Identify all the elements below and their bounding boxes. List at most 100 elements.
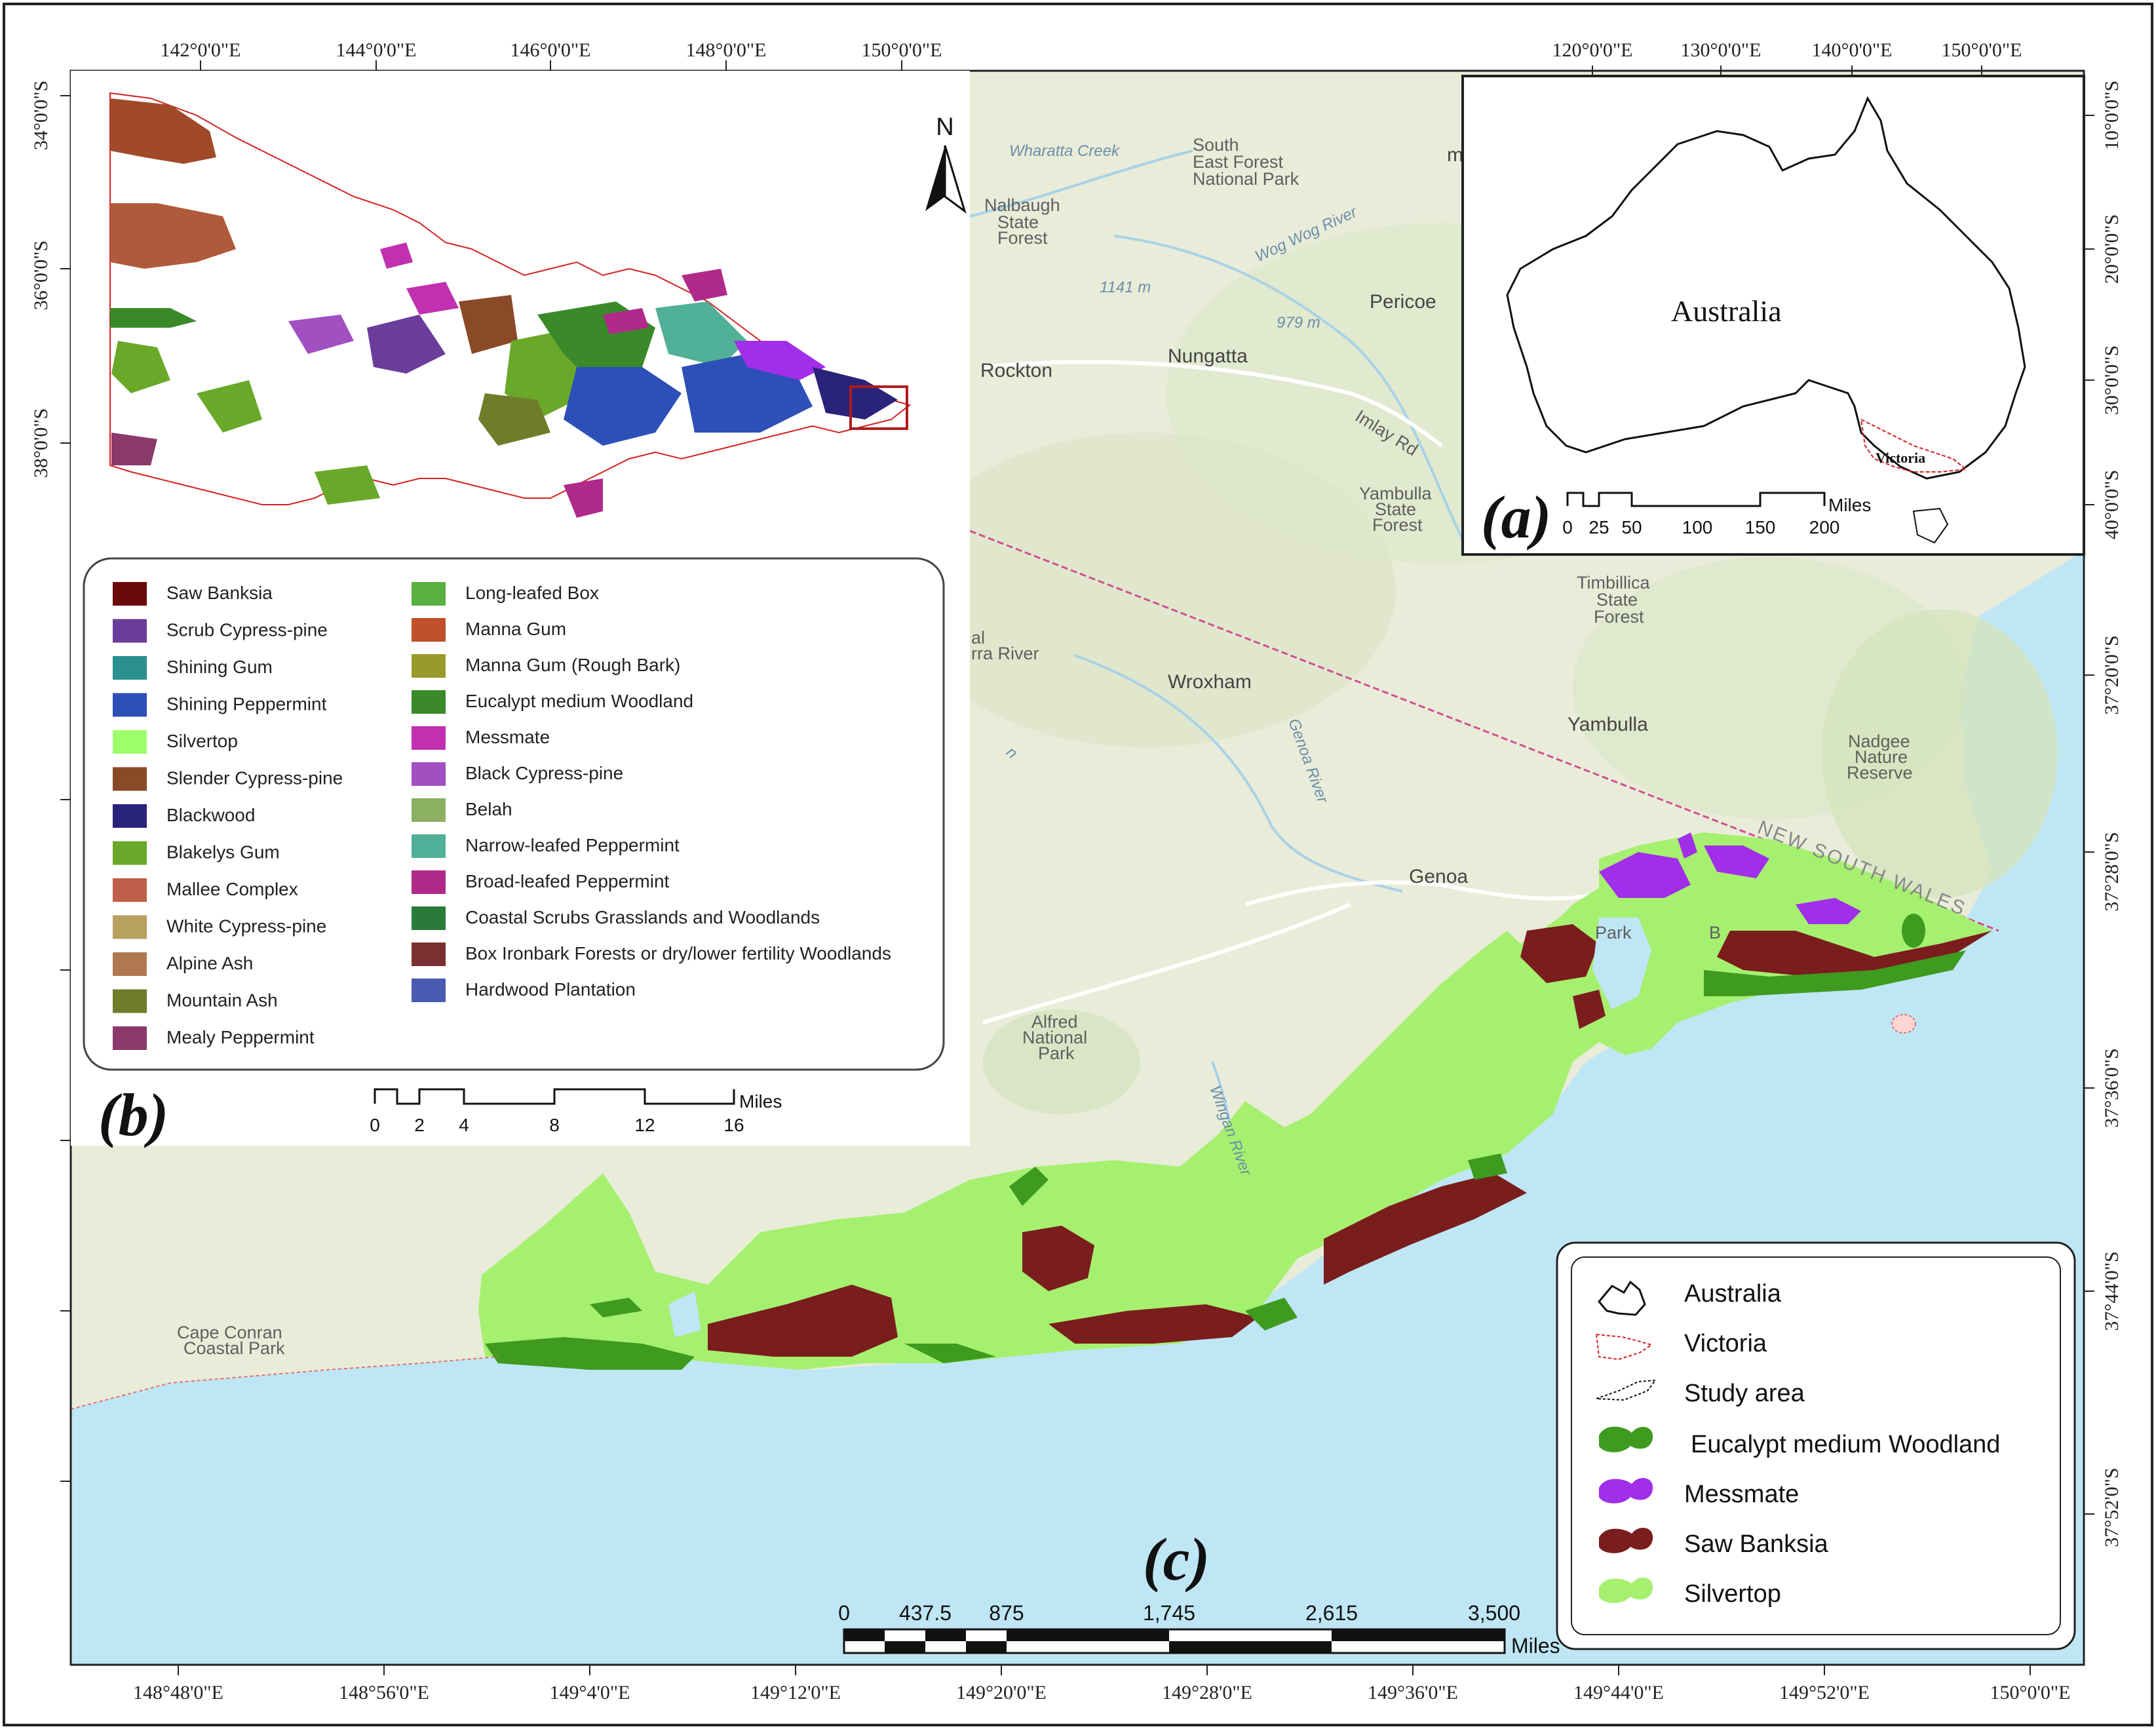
coastline	[71, 1356, 499, 1410]
legend-label: Black Cypress-pine	[465, 763, 623, 783]
place-label: State	[1596, 590, 1638, 610]
place-label: Park	[1038, 1043, 1075, 1063]
legend-label: Silvertop	[1684, 1580, 1781, 1608]
legend-swatch	[412, 726, 446, 750]
lat-tick-label: 37°20'0"S	[2101, 635, 2123, 714]
legend-label: Narrow-leafed Peppermint	[465, 835, 680, 855]
lon-tick-label: 149°20'0"E	[956, 1682, 1047, 1703]
place-label: Timbillica	[1577, 573, 1650, 593]
place-label: State	[997, 212, 1039, 232]
messmate-patch	[1599, 852, 1691, 898]
legend-label: Box Ironbark Forests or dry/lower fertil…	[465, 943, 891, 963]
river	[969, 149, 1193, 218]
place-label: Nalbaugh	[984, 195, 1060, 215]
victoria-outline	[1860, 418, 1968, 473]
veg-cluster	[367, 315, 446, 374]
lat-tick-label: 10°0'0"S	[2101, 81, 2123, 150]
lon-tick-label: 149°52'0"E	[1779, 1682, 1870, 1703]
eucalypt-woodland-patch	[1468, 1154, 1507, 1180]
legend-swatch	[113, 730, 147, 754]
scale-label: 875	[989, 1601, 1024, 1625]
veg-cluster	[734, 341, 826, 380]
australia-outline-icon	[1598, 1280, 1646, 1316]
messmate-patch	[1704, 845, 1769, 878]
lon-tick-label: 142°0'0"E	[161, 39, 241, 61]
veg-cluster	[111, 341, 170, 393]
lat-tick-label: 37°44'0"S	[2101, 1251, 2123, 1331]
veg-cluster	[111, 433, 157, 465]
scale-label: 8	[549, 1115, 560, 1135]
lon-tick-label: 149°28'0"E	[1162, 1682, 1252, 1703]
north-label: N	[936, 113, 953, 141]
lat-tick-label: 34°0'0"S	[30, 81, 52, 150]
scale-label: 2	[414, 1115, 425, 1135]
legend-label: Mealy Peppermint	[166, 1027, 315, 1047]
lon-tick-label: 130°0'0"E	[1681, 39, 1761, 61]
veg-cluster	[380, 243, 413, 269]
legend-label: Eucalypt medium Woodland	[1691, 1431, 2000, 1458]
lon-tick-label: 148°48'0"E	[133, 1682, 223, 1703]
main-lon-ticks: 148°48'0"E 148°56'0"E 149°4'0"E 149°12'0…	[133, 1665, 2070, 1703]
legend-swatch	[113, 1026, 147, 1050]
place-label: al	[971, 628, 985, 648]
veg-cluster	[288, 315, 354, 354]
river	[1113, 235, 1469, 551]
lon-tick-label: 150°0'0"E	[862, 39, 942, 61]
veg-cluster-mallee	[110, 98, 216, 164]
legend-swatch	[113, 878, 147, 902]
island	[1891, 1014, 1916, 1034]
eucalypt-woodland-patch	[1245, 1298, 1298, 1331]
legend-swatch	[113, 841, 147, 865]
main-scale-bar: 0 437.5 875 1,745 2,615 3,500 Miles	[838, 1601, 1560, 1658]
lon-tick-label: 150°0'0"E	[1990, 1682, 2071, 1703]
scale-label: 1,745	[1143, 1601, 1195, 1625]
lon-tick-label: 120°0'0"E	[1552, 39, 1633, 61]
legend-swatch	[412, 690, 446, 714]
lat-tick-label: 20°0'0"S	[2101, 214, 2123, 284]
legend-label: White Cypress-pine	[166, 916, 326, 937]
lat-tick-label: 30°0'0"S	[2101, 345, 2123, 415]
scale-seg	[885, 1641, 925, 1653]
scale-label: 12	[634, 1115, 655, 1135]
legend-label: Silvertop	[166, 731, 238, 751]
country-label: Australia	[1671, 294, 1782, 328]
inset-a-scale-bar: 0 25 50 100 150 200 Miles	[1562, 492, 1871, 537]
place-label: Yambulla	[1359, 484, 1433, 503]
scale-label: 200	[1809, 517, 1840, 537]
scale-seg	[1332, 1629, 1505, 1641]
scale-label: 16	[723, 1115, 744, 1135]
veg-cluster	[459, 295, 518, 354]
legend-swatch	[412, 870, 446, 894]
north-arrow-left	[925, 146, 945, 211]
main-left-ticks	[60, 799, 71, 1482]
legend-label: Eucalypt medium Woodland	[465, 691, 693, 711]
north-arrow-icon: N	[925, 113, 967, 214]
scale-label: 0	[1562, 517, 1573, 537]
veg-cluster	[406, 282, 459, 315]
legend-swatch	[113, 693, 147, 717]
scale-label: 150	[1745, 517, 1776, 537]
north-arrow-right	[944, 145, 967, 214]
lake	[1592, 918, 1651, 1009]
legend-label: Messmate	[1684, 1481, 1799, 1508]
lon-tick-label: 150°0'0"E	[1942, 39, 2022, 61]
legend-label: Study area	[1684, 1380, 1805, 1407]
road	[1244, 880, 1613, 906]
legend-label: Long-leafed Box	[465, 583, 599, 603]
legend-swatch	[113, 915, 147, 939]
legend-label: Alpine Ash	[166, 953, 253, 973]
legend-label: Australia	[1684, 1280, 1782, 1308]
road	[982, 903, 1351, 1024]
legend-b-left-column: Saw Banksia Scrub Cypress-pine Shining Gum…	[113, 582, 343, 1050]
legend-swatch	[412, 834, 446, 858]
legend-swatch	[412, 582, 446, 606]
lake	[668, 1291, 701, 1337]
inset-b-legend-frame	[83, 557, 945, 1071]
lon-tick-label: 148°0'0"E	[686, 39, 767, 61]
state-label: Victoria	[1876, 450, 1925, 466]
place-label: Genoa	[1409, 866, 1468, 887]
lon-tick-label: 149°44'0"E	[1573, 1682, 1664, 1703]
veg-cluster	[682, 269, 727, 301]
victoria-outline-icon	[1595, 1333, 1653, 1361]
road	[982, 360, 1443, 448]
